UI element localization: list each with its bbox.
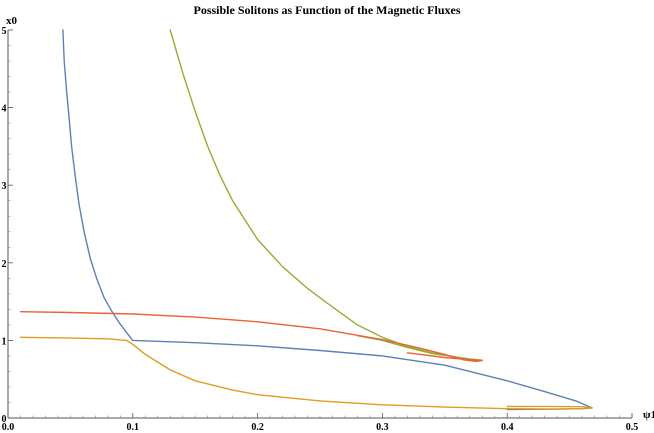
y-tick-label: 1 <box>2 336 7 347</box>
axes <box>7 30 632 419</box>
x-axis-label: ψ1 <box>643 409 654 421</box>
y-tick-label: 2 <box>2 259 7 270</box>
y-axis-label: x0 <box>6 15 18 27</box>
series-line-1 <box>62 29 593 411</box>
x-tick-label: 0.4 <box>501 422 514 433</box>
series-line-4 <box>19 311 483 363</box>
series-line-2 <box>19 336 593 410</box>
series-line-3 <box>169 29 483 362</box>
y-tick-label: 0 <box>2 414 7 425</box>
y-tick-label: 4 <box>2 104 7 115</box>
x-tick-label: 0.1 <box>127 422 140 433</box>
x-tick-label: 0.3 <box>376 422 389 433</box>
y-tick-label: 3 <box>2 181 7 192</box>
y-tick-label: 5 <box>2 26 7 37</box>
x-tick-label: 0.5 <box>626 422 639 433</box>
axis-ticks: 0.0 0.1 0.2 0.3 0.4 0.5 0 1 2 3 4 5 <box>2 26 639 433</box>
series-layer <box>19 29 593 411</box>
x-tick-label: 0.0 <box>2 422 15 433</box>
chart-title: Possible Solitons as Function of the Mag… <box>193 3 460 17</box>
x-tick-label: 0.2 <box>251 422 264 433</box>
